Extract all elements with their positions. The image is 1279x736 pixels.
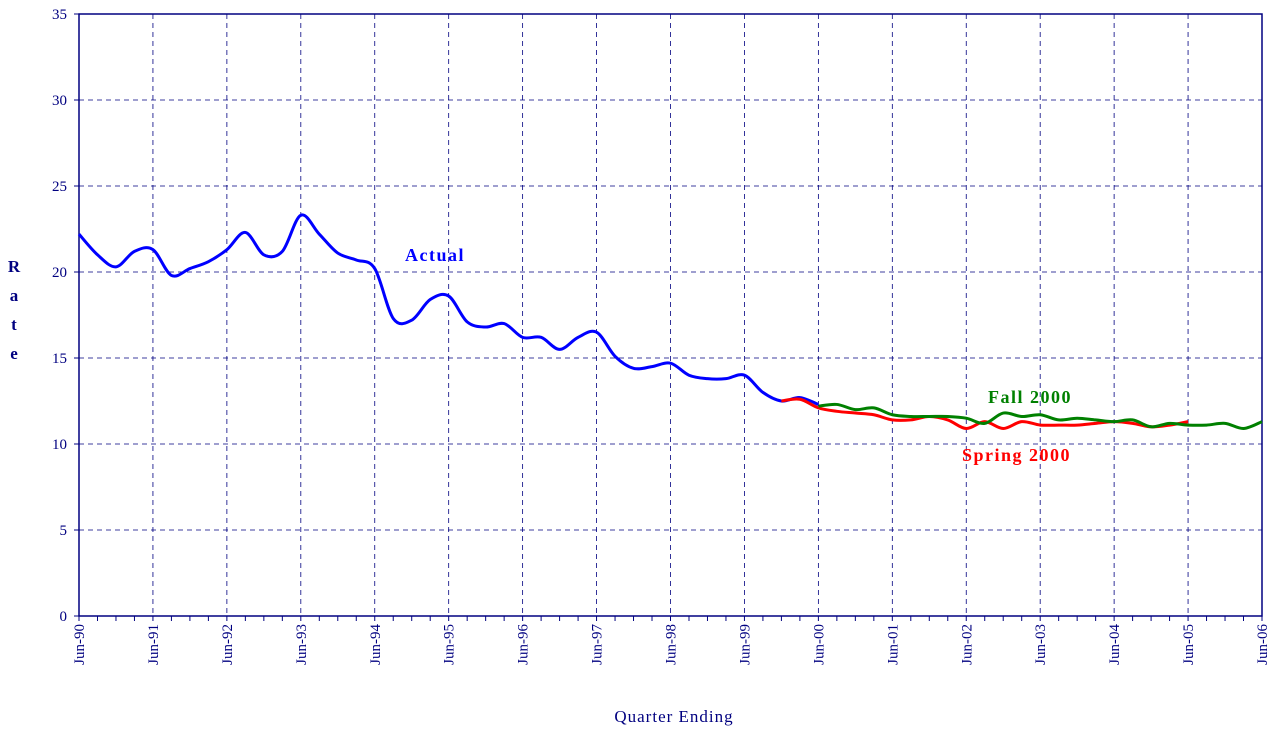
plot-frame [78, 13, 1263, 617]
x-tick-label: Jun-03 [1033, 624, 1049, 665]
y-tick-label: 10 [52, 437, 67, 453]
x-tick-label: Jun-94 [368, 624, 384, 665]
x-tick-label: Jun-98 [664, 624, 680, 665]
x-tick-label: Jun-93 [294, 624, 310, 665]
x-tick-label: Jun-02 [959, 624, 975, 665]
y-tick-label: 15 [52, 351, 67, 367]
y-tick-label: 25 [52, 179, 67, 195]
x-tick-label: Jun-91 [146, 624, 162, 665]
x-tick-label: Jun-06 [1255, 624, 1271, 665]
y-tick-label: 0 [60, 609, 68, 625]
x-axis-label: Quarter Ending [614, 707, 733, 726]
x-tick-label: Jun-99 [737, 624, 753, 665]
x-tick-label: Jun-90 [72, 624, 88, 665]
x-tick-label: Jun-96 [516, 624, 532, 665]
x-tick-label: Jun-01 [885, 624, 901, 665]
y-tick-label: 20 [52, 265, 67, 281]
series-label: Spring 2000 [962, 445, 1071, 465]
x-tick-label: Jun-04 [1107, 624, 1123, 665]
x-tick-label: Jun-05 [1181, 624, 1197, 665]
y-tick-label: 30 [52, 93, 67, 109]
x-tick-label: Jun-95 [442, 624, 458, 665]
y-tick-label: 35 [52, 7, 67, 23]
series-line [818, 402, 1263, 431]
x-tick-label: Jun-92 [220, 624, 236, 665]
y-tick-label: 5 [60, 523, 68, 539]
x-tick-label: Jun-97 [590, 624, 606, 665]
series-label: Fall 2000 [988, 387, 1072, 407]
series-label: Actual [405, 245, 465, 265]
series-line [77, 213, 819, 406]
x-tick-label: Jun-00 [811, 624, 827, 665]
